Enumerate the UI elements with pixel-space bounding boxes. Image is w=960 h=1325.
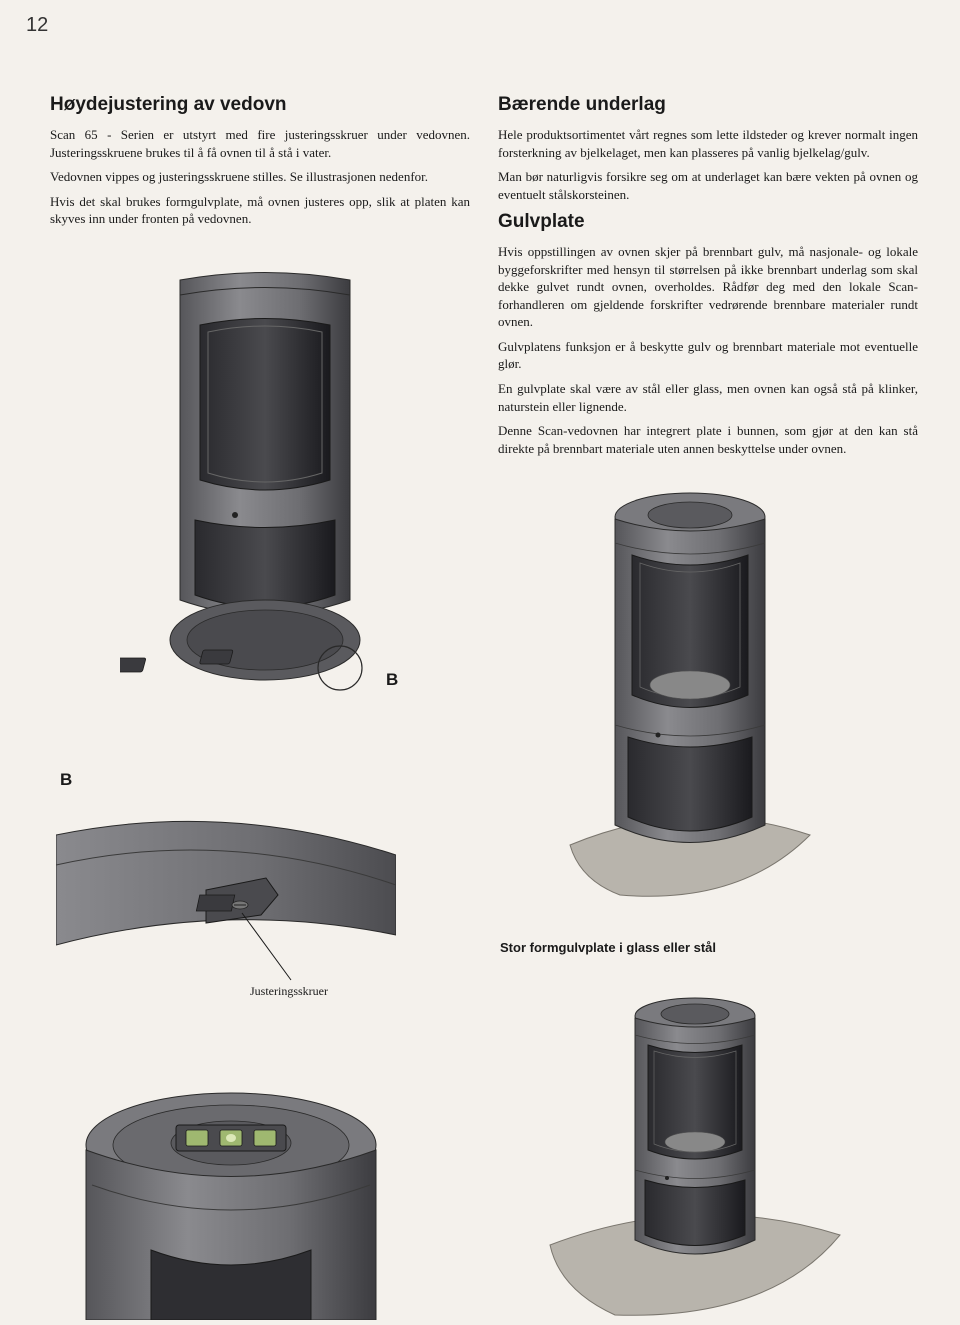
page-number: 12 [26,14,48,37]
left-p3: Hvis det skal brukes formgulvplate, må o… [50,193,470,228]
stove-level-figure [56,1075,406,1320]
stove-large-plate-figure [545,990,845,1320]
right-p4: Gulvplatens funksjon er å beskytte gulv … [498,338,918,373]
right-p5: En gulvplate skal være av stål eller gla… [498,380,918,415]
left-p2: Vedovnen vippes og justeringsskruene sti… [50,168,470,186]
right-p6: Denne Scan-vedovnen har integrert plate … [498,422,918,457]
heading-bearing: Bærende underlag [498,94,918,116]
right-p3: Hvis oppstillingen av ovnen skjer på bre… [498,243,918,331]
right-p1: Hele produktsortimentet vårt regnes som … [498,126,918,161]
right-column: Bærende underlag Hele produktsortimentet… [498,94,918,464]
heading-floorplate: Gulvplate [498,211,918,233]
stove-small-plate-figure [560,485,820,905]
stove-bottom-figure [120,270,410,710]
screw-label: Justeringsskruer [250,984,328,999]
label-b-lower: B [60,770,72,790]
left-p1: Scan 65 - Serien er utstyrt med fire jus… [50,126,470,161]
left-column: Høydejustering av vedovn Scan 65 - Serie… [50,94,470,235]
caption-floorplate: Stor formgulvplate i glass eller stål [500,940,716,955]
right-p2: Man bør naturligvis forsikre seg om at u… [498,168,918,203]
heading-height-adjust: Høydejustering av vedovn [50,94,470,116]
detail-b-figure [56,795,396,995]
label-b-upper: B [386,670,398,690]
